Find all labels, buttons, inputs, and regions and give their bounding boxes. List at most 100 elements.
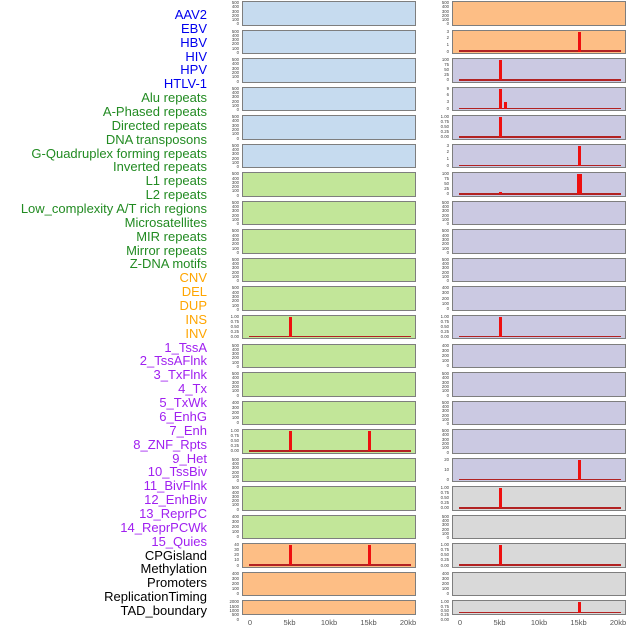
y-axis-ticks-dup: 2000 1500 1000 500 0 xyxy=(213,600,239,622)
y-tick-label: 0.75 xyxy=(230,433,239,439)
baseline-marker xyxy=(459,611,621,614)
y-axis-ticks-7-enh: 500 400 300 200 100 0 xyxy=(423,228,449,255)
y-tick-label: 200 xyxy=(231,41,239,47)
y-tick-label: 0 xyxy=(446,48,449,54)
y-tick-label: 400 xyxy=(441,432,449,438)
y-tick-label: 0.75 xyxy=(230,319,239,325)
y-axis-ticks-11-bivflnk: 400 300 200 100 0 xyxy=(423,343,449,369)
y-tick-label: 500 xyxy=(231,256,239,262)
y-tick-label: 300 xyxy=(231,294,239,300)
x-tick-label-right-15kb: 15kb xyxy=(570,618,587,627)
y-tick-label: 300 xyxy=(441,208,449,214)
y-tick-label: 2 xyxy=(446,35,449,41)
y-axis-ticks-1-tssa: 100 75 50 25 0 xyxy=(423,57,449,83)
y-axis-ticks-aav2: 500 400 300 200 100 0 xyxy=(213,0,239,26)
y-tick-label: 100 xyxy=(231,131,239,137)
y-tick-label: 0.25 xyxy=(440,129,449,135)
y-tick-label: 500 xyxy=(441,228,449,234)
y-tick-label: 0 xyxy=(236,306,239,312)
panel-promoters xyxy=(452,543,626,568)
row-labels-column: AAV2 EBV HBV HIV HPV HTLV-1 Alu repeats A-Phase… xyxy=(0,8,207,618)
y-tick-label: 0 xyxy=(236,78,239,84)
y-tick-label: 200 xyxy=(441,12,449,18)
row-label-hpv: HPV xyxy=(180,62,207,78)
y-tick-label: 100 xyxy=(441,357,449,363)
x-tick-label-left-10kb: 10kb xyxy=(320,618,338,627)
row-label-a-phased-repeats: A-Phased repeats xyxy=(102,104,207,120)
y-axis-ticks-htlv-1: 500 400 300 200 100 0 xyxy=(213,143,239,169)
y-axis-ticks-13-reprpc: 500 400 300 200 100 0 xyxy=(423,399,449,426)
y-tick-label: 500 xyxy=(231,0,239,5)
baseline-marker xyxy=(459,335,621,338)
y-tick-label: 400 xyxy=(441,403,449,409)
y-tick-label: 300 xyxy=(441,408,449,414)
row-label-g-quadruplex-forming-repeats: G-Quadruplex forming repeats xyxy=(31,145,207,161)
y-tick-label: 500 xyxy=(231,371,239,377)
panel-7-enh xyxy=(452,229,626,254)
y-tick-label: 0.50 xyxy=(230,324,239,330)
y-tick-label: 0.50 xyxy=(440,608,449,614)
panel-mirror-repeats xyxy=(242,486,416,511)
y-axis-ticks-3-txflnk: 1.00 0.75 0.50 0.25 0.00 xyxy=(423,114,449,140)
row-label-mir-repeats: MIR repeats xyxy=(136,228,207,244)
baseline-marker xyxy=(249,335,411,338)
y-tick-label: 0.00 xyxy=(230,334,239,340)
y-tick-label: 500 xyxy=(441,399,449,405)
y-axis-ticks-inverted-repeats: 1.00 0.75 0.50 0.25 0.00 xyxy=(213,314,239,340)
y-axis-ticks-mirror-repeats: 500 400 300 200 100 0 xyxy=(213,485,239,511)
row-label-del: DEL xyxy=(181,284,207,300)
y-tick-label: 100 xyxy=(231,502,239,508)
y-tick-label: 400 xyxy=(441,232,449,238)
y-tick-label: 0.50 xyxy=(230,438,239,444)
y-tick-label: 200 xyxy=(231,409,239,415)
panel-12-enhbiv xyxy=(452,372,626,397)
y-tick-label: 1.00 xyxy=(440,313,449,319)
row-label-cnv: CNV xyxy=(179,270,207,286)
panel-aav2 xyxy=(242,1,416,26)
y-tick-label: 200 xyxy=(231,269,239,275)
y-tick-label: 0.00 xyxy=(440,334,449,340)
y-tick-label: 400 xyxy=(231,570,239,576)
y-tick-label: 400 xyxy=(231,61,239,67)
y-tick-label: 100 xyxy=(231,188,239,194)
y-tick-label: 20 xyxy=(444,456,449,462)
baseline-marker xyxy=(459,107,621,110)
y-axis-ticks-6-enhg: 500 400 300 200 100 0 xyxy=(423,200,449,226)
x-tick-label-right-5kb: 5kb xyxy=(493,618,506,627)
y-tick-label: 500 xyxy=(441,256,449,262)
y-tick-label: 1.00 xyxy=(440,114,449,120)
y-tick-label: 300 xyxy=(231,151,239,157)
y-tick-label: 300 xyxy=(441,8,449,14)
panel-13-reprpc xyxy=(452,400,626,426)
y-tick-label: 500 xyxy=(231,199,239,205)
y-tick-label: 100 xyxy=(231,414,239,420)
spike-marker xyxy=(499,60,502,81)
y-axis-ticks-z-dna-motifs: 400 300 200 100 0 xyxy=(213,513,239,540)
row-label-12-enhbiv: 12_EnhBiv xyxy=(144,492,207,508)
y-tick-label: 300 xyxy=(441,575,449,581)
spike-marker xyxy=(499,488,502,509)
y-tick-label: 0 xyxy=(236,591,239,597)
y-tick-label: 500 xyxy=(441,428,449,434)
y-tick-label: 0.00 xyxy=(440,505,449,511)
y-tick-label: 400 xyxy=(231,461,239,467)
y-axis-ticks-9-het: 400 300 200 100 0 xyxy=(423,286,449,311)
x-tick-label-left-0: 0 xyxy=(247,618,253,627)
row-label-replicationtiming: ReplicationTiming xyxy=(104,589,207,605)
row-label-7-enh: 7_Enh xyxy=(169,422,207,438)
y-tick-label: 100 xyxy=(441,274,449,280)
y-tick-label: 0.50 xyxy=(440,324,449,330)
y-tick-label: 0.25 xyxy=(440,612,449,618)
y-tick-label: 75 xyxy=(444,176,449,182)
y-tick-label: 300 xyxy=(231,208,239,214)
y-tick-label: 400 xyxy=(231,513,239,519)
y-tick-label: 200 xyxy=(231,241,239,247)
spike-marker xyxy=(577,174,582,195)
y-tick-label: 100 xyxy=(231,74,239,80)
y-tick-label: 100 xyxy=(441,586,449,592)
y-tick-label: 500 xyxy=(231,342,239,348)
y-tick-label: 300 xyxy=(441,522,449,528)
y-tick-label: 200 xyxy=(441,526,449,532)
